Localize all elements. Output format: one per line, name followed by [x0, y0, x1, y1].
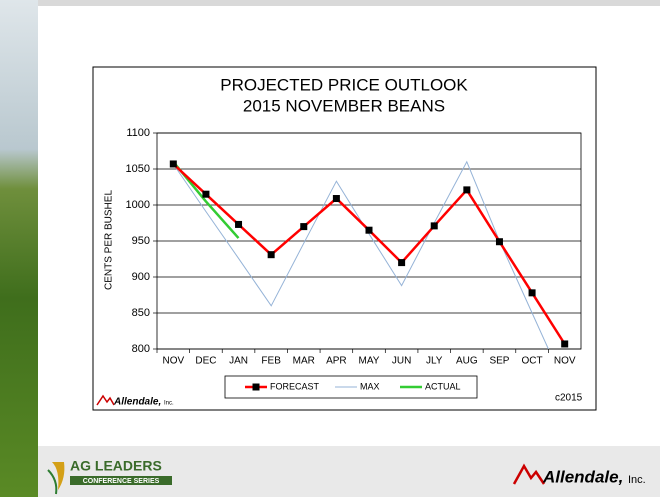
- x-tick-label: DEC: [195, 356, 216, 367]
- chart-subtitle: 2015 NOVEMBER BEANS: [243, 96, 445, 115]
- x-tick-label: JAN: [229, 356, 248, 367]
- point-marker: [300, 223, 308, 231]
- x-tick-label: OCT: [522, 356, 543, 367]
- footer-left-subtitle: CONFERENCE SERIES: [83, 478, 160, 485]
- legend: FORECAST MAX ACTUAL: [245, 381, 461, 391]
- footer-band: [38, 446, 660, 497]
- leaf-icon: [47, 469, 58, 495]
- point-marker: [202, 190, 210, 198]
- x-tick-label: MAR: [293, 356, 315, 367]
- field-strip: [0, 0, 38, 497]
- legend-label: ACTUAL: [425, 381, 461, 391]
- footer-logo-icon: [512, 463, 546, 485]
- point-marker: [398, 259, 406, 267]
- legend-label: MAX: [360, 381, 380, 391]
- copyright: c2015: [555, 393, 583, 404]
- y-tick-label: 1000: [126, 199, 150, 211]
- point-marker: [528, 289, 536, 297]
- x-tick-label: MAY: [359, 356, 380, 367]
- y-tick-label: 900: [132, 271, 150, 283]
- chart-title: PROJECTED PRICE OUTLOOK: [220, 75, 468, 94]
- y-axis-label: CENTS PER BUSHEL: [104, 190, 115, 290]
- x-tick-label: SEP: [489, 356, 509, 367]
- point-marker: [267, 251, 275, 259]
- y-tick-label: 1050: [126, 163, 150, 175]
- top-bar: [0, 0, 660, 6]
- x-tick-label: APR: [326, 356, 347, 367]
- point-marker: [561, 340, 569, 348]
- point-marker: [495, 238, 503, 246]
- chart-logo-suffix: Inc.: [164, 401, 174, 407]
- logo-icon: [96, 394, 115, 406]
- legend-label: FORECAST: [270, 381, 320, 391]
- chart-frame: [92, 66, 597, 411]
- y-tick-label: 850: [132, 307, 150, 319]
- plot: 800 850 900 950 1000 1050 1100 NOV DEC JAN FEB MAR A…: [126, 127, 582, 367]
- footer-right-suffix: Inc.: [628, 474, 646, 486]
- point-marker: [365, 226, 373, 234]
- y-tick-label: 950: [132, 235, 150, 247]
- y-tick-label: 800: [132, 343, 150, 355]
- x-tick-label: AUG: [456, 356, 478, 367]
- y-tick-label: 1100: [126, 127, 150, 139]
- corn-icon: [52, 462, 65, 490]
- x-tick-label: FEB: [261, 356, 281, 367]
- plot-border: [156, 132, 582, 350]
- footer-left-title: AG LEADERS: [70, 458, 162, 474]
- x-tick-label: JLY: [426, 356, 443, 367]
- x-tick-label: NOV: [554, 356, 576, 367]
- point-marker: [463, 186, 471, 194]
- chart-logo: Allendale,: [113, 397, 161, 408]
- x-tick-label: JUN: [392, 356, 411, 367]
- point-marker: [235, 220, 243, 228]
- footer-right-logo: Allendale,: [542, 467, 623, 486]
- point-marker: [332, 195, 340, 203]
- point-marker: [169, 160, 177, 168]
- legend-marker: [252, 383, 260, 391]
- x-tick-label: NOV: [162, 356, 184, 367]
- footer-left-band: [70, 476, 172, 485]
- point-marker: [430, 222, 438, 230]
